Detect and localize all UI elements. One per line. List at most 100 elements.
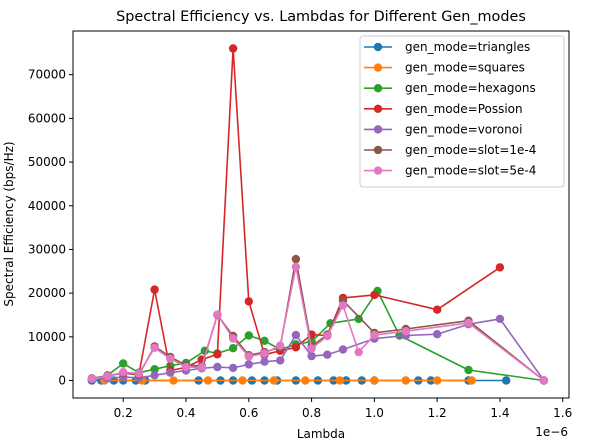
data-point	[260, 336, 269, 345]
data-point	[166, 368, 175, 377]
data-point	[307, 344, 316, 353]
legend-marker	[373, 63, 383, 72]
legend-item: gen_mode=squares	[364, 61, 525, 75]
data-point	[134, 369, 144, 378]
data-point	[169, 376, 178, 385]
legend-marker	[373, 42, 383, 52]
x-tick-label: 0.6	[239, 406, 258, 420]
series-layer	[87, 44, 549, 385]
data-point	[495, 263, 505, 272]
y-tick-label: 60000	[28, 111, 66, 125]
data-point	[276, 341, 285, 350]
chart-title: Spectral Efficiency vs. Lambdas for Diff…	[116, 9, 526, 25]
data-point	[181, 362, 191, 372]
data-point	[269, 376, 279, 385]
y-tick-label: 40000	[28, 199, 66, 213]
legend: gen_mode=triangles gen_mode=squares gen_mo…	[359, 35, 565, 188]
data-point	[539, 376, 549, 385]
data-point	[335, 376, 344, 385]
legend-marker	[373, 104, 383, 114]
data-point	[150, 371, 159, 380]
data-point	[150, 343, 159, 352]
x-axis-offset-label: 1e−6	[535, 425, 568, 439]
x-tick-label: 0.8	[302, 406, 321, 420]
x-tick-label: 0.2	[114, 406, 133, 420]
x-tick-label: 1.4	[490, 406, 509, 420]
data-point	[323, 331, 332, 341]
legend-label: gen_mode=triangles	[405, 40, 530, 54]
data-point	[291, 254, 301, 264]
legend-marker	[373, 125, 383, 134]
data-point	[323, 350, 332, 359]
legend-item: gen_mode=hexagons	[364, 81, 536, 95]
x-tick-label: 1.6	[553, 406, 572, 420]
data-point	[238, 376, 247, 385]
data-point	[338, 301, 348, 310]
legend-item: gen_mode=triangles	[364, 40, 530, 54]
x-tick-label: 0.4	[176, 406, 195, 420]
data-point	[260, 349, 269, 358]
y-tick-label: 30000	[28, 242, 66, 256]
data-point	[464, 365, 473, 375]
legend-label: gen_mode=squares	[405, 61, 525, 75]
data-point	[307, 351, 316, 361]
legend-label: gen_mode=voronoi	[405, 122, 522, 136]
data-point	[276, 356, 285, 365]
data-point	[228, 363, 238, 373]
y-tick-label: 10000	[28, 330, 66, 344]
x-tick-label: 1.0	[365, 406, 384, 420]
data-point	[433, 376, 442, 385]
data-point	[203, 376, 213, 385]
y-tick-label: 20000	[28, 286, 66, 300]
data-point	[213, 362, 222, 372]
y-tick-label: 70000	[28, 68, 66, 82]
data-point	[467, 376, 476, 385]
data-point	[433, 330, 442, 339]
data-point	[433, 305, 442, 314]
series-6	[87, 262, 549, 385]
data-point	[291, 343, 301, 352]
data-point	[87, 374, 97, 383]
data-point	[228, 334, 238, 343]
data-point	[197, 363, 206, 372]
legend-label: gen_mode=hexagons	[405, 81, 536, 95]
data-point	[301, 376, 310, 385]
data-point	[495, 314, 505, 324]
y-axis-label: Spectral Efficiency (bps/Hz)	[2, 141, 16, 306]
data-point	[213, 310, 222, 319]
data-point	[338, 345, 348, 354]
data-point	[354, 347, 363, 357]
legend-marker	[373, 84, 383, 93]
data-point	[260, 357, 269, 366]
data-point	[150, 365, 159, 374]
data-point	[228, 44, 238, 53]
data-point	[370, 330, 379, 340]
data-point	[244, 360, 253, 369]
data-point	[213, 350, 222, 359]
series-line	[91, 266, 545, 382]
data-point	[119, 368, 128, 377]
data-point	[166, 354, 175, 363]
data-point	[150, 285, 159, 294]
legend-item: gen_mode=Possion	[364, 102, 523, 116]
plot-frame	[72, 30, 570, 399]
axis-ticks: 0.2 0.4 0.6 0.8 1.0 1.2 1.4 1.6 0 10000 20000 30000…	[28, 68, 572, 420]
data-point	[291, 262, 301, 272]
x-axis-label: Lambda	[297, 427, 345, 441]
data-point	[103, 372, 112, 381]
data-point	[354, 314, 363, 324]
legend-label: gen_mode=slot=1e-4	[405, 143, 536, 157]
y-tick-label: 50000	[28, 155, 66, 169]
data-point	[244, 331, 253, 340]
legend-item: gen_mode=slot=1e-4	[364, 143, 536, 157]
data-point	[502, 376, 511, 385]
legend-item: gen_mode=slot=5e-4	[364, 164, 536, 178]
legend-marker	[373, 145, 383, 155]
data-point	[291, 330, 301, 340]
y-tick-label: 0	[58, 374, 66, 388]
data-point	[464, 318, 473, 328]
legend-item: gen_mode=voronoi	[364, 122, 522, 136]
legend-box	[359, 35, 565, 188]
data-point	[370, 376, 379, 385]
